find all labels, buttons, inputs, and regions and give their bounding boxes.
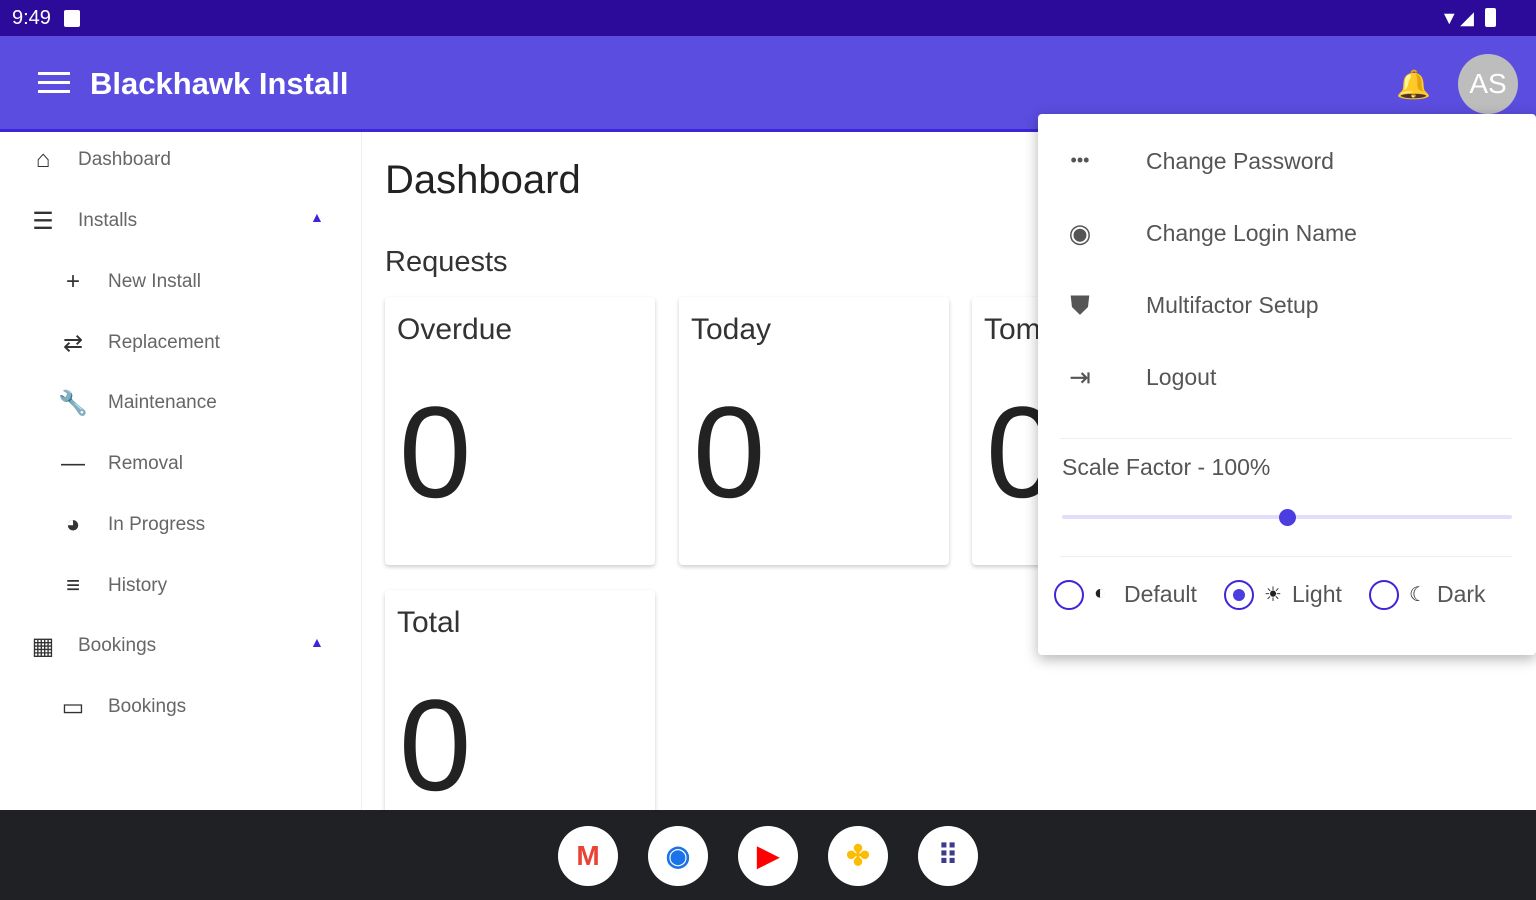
- calendar-icon: ▭: [61, 694, 85, 721]
- home-icon: ⌂: [35, 146, 51, 173]
- sidebar-item-label: New Install: [108, 271, 201, 292]
- menu-item-label: Change Password: [1146, 148, 1334, 174]
- sidebar-item-label: Replacement: [108, 332, 220, 353]
- sun-icon: ☀: [1264, 584, 1282, 606]
- scale-factor-slider[interactable]: [1062, 509, 1512, 526]
- app-bar: Blackhawk Install 🔔 AS: [0, 36, 1536, 132]
- sidebar-item-label: Dashboard: [78, 149, 171, 170]
- sidebar-item-label: In Progress: [108, 514, 206, 535]
- sidebar-item-label: Installs: [78, 210, 138, 231]
- sidebar-item-history[interactable]: ≡ History: [0, 566, 340, 606]
- radio-circle[interactable]: [1054, 580, 1084, 610]
- battery-icon: [1485, 8, 1496, 27]
- sidebar-item-bookings[interactable]: ▦ Bookings ▲: [0, 626, 340, 666]
- sidebar-item-label: Bookings: [78, 635, 157, 656]
- card-overdue[interactable]: Overdue 0: [385, 297, 655, 565]
- chevron-up-icon[interactable]: ▲: [310, 209, 324, 225]
- radio-label: Default: [1124, 581, 1197, 607]
- radio-circle[interactable]: [1224, 580, 1254, 610]
- card-value: 0: [399, 379, 472, 525]
- sidebar-item-in-progress[interactable]: ◕ In Progress: [0, 505, 340, 545]
- divider: [1060, 556, 1512, 557]
- section-title: Requests: [385, 246, 508, 278]
- sidebar-item-label: History: [108, 575, 168, 596]
- status-time: 9:49: [12, 7, 51, 29]
- sidebar-item-replacement[interactable]: ⇄ Replacement: [0, 323, 340, 363]
- card-title: Overdue: [397, 313, 513, 346]
- card-today[interactable]: Today 0: [679, 297, 949, 565]
- pie-icon: ◕: [65, 511, 81, 538]
- moon-icon: ☾: [1409, 584, 1427, 606]
- status-bar: 9:49 ▼◢: [0, 0, 1536, 36]
- main-content: Dashboard Requests Overdue 0 Today 0 Tom 0 …: [362, 132, 1536, 830]
- radio-label: Dark: [1437, 581, 1486, 607]
- sidebar-item-maintenance[interactable]: 🔧 Maintenance: [0, 383, 340, 423]
- password-icon: •••: [1070, 150, 1090, 170]
- page-title: Dashboard: [385, 158, 581, 202]
- sd-card-icon: [64, 10, 80, 27]
- sidebar: ⌂ Dashboard ☰ Installs ▲ + New Install ⇄ Replace…: [0, 132, 362, 810]
- chevron-up-icon[interactable]: ▲: [310, 634, 324, 650]
- wifi-signal-icon: ▼◢: [1440, 8, 1476, 28]
- account-circle-icon: ◉: [1068, 218, 1092, 248]
- card-title: Total: [397, 606, 461, 639]
- shield-icon: ⛊: [1070, 290, 1090, 320]
- scale-factor-label: Scale Factor - 100%: [1062, 454, 1271, 480]
- radio-label: Light: [1292, 581, 1342, 607]
- menu-item-logout[interactable]: ⇥ Logout: [1038, 348, 1536, 408]
- card-total[interactable]: Total 0: [385, 590, 655, 830]
- card-title: Today: [691, 313, 772, 346]
- photos-app-icon[interactable]: ✤: [828, 826, 888, 886]
- brightness-auto-icon: ◐: [1094, 582, 1107, 604]
- sidebar-item-dashboard[interactable]: ⌂ Dashboard: [0, 140, 340, 180]
- youtube-app-icon[interactable]: ▶: [738, 826, 798, 886]
- card-value: 0: [399, 672, 472, 818]
- taskbar-dock: M ◉ ▶ ✤ ⠿: [0, 810, 1536, 900]
- wrench-icon: 🔧: [58, 390, 88, 417]
- notifications-bell-icon[interactable]: 🔔: [1396, 69, 1431, 100]
- menu-item-change-login-name[interactable]: ◉ Change Login Name: [1038, 204, 1536, 264]
- slider-thumb[interactable]: [1279, 509, 1296, 526]
- sidebar-item-removal[interactable]: — Removal: [0, 444, 340, 484]
- radio-circle[interactable]: [1369, 580, 1399, 610]
- menu-item-label: Logout: [1146, 364, 1217, 390]
- sidebar-item-new-install[interactable]: + New Install: [0, 262, 340, 302]
- sidebar-item-label: Maintenance: [108, 392, 217, 413]
- plus-icon: +: [65, 268, 80, 295]
- menu-item-multifactor-setup[interactable]: ⛊ Multifactor Setup: [1038, 276, 1536, 336]
- gmail-app-icon[interactable]: M: [558, 826, 618, 886]
- menu-item-label: Multifactor Setup: [1146, 292, 1319, 318]
- user-menu: ••• Change Password ◉ Change Login Name ⛊ M…: [1038, 114, 1536, 655]
- chrome-app-icon[interactable]: ◉: [648, 826, 708, 886]
- sidebar-item-installs[interactable]: ☰ Installs ▲: [0, 201, 340, 241]
- divider: [1060, 438, 1512, 439]
- sidebar-item-label: Bookings: [108, 696, 187, 717]
- history-list-icon: ≡: [65, 572, 80, 599]
- menu-item-label: Change Login Name: [1146, 220, 1357, 246]
- avatar[interactable]: AS: [1458, 54, 1518, 114]
- sidebar-item-label: Removal: [108, 453, 183, 474]
- logout-icon: ⇥: [1069, 362, 1091, 392]
- menu-item-change-password[interactable]: ••• Change Password: [1038, 132, 1536, 192]
- minus-icon: —: [61, 450, 85, 477]
- card-title: Tom: [984, 313, 1041, 346]
- calendar-icon: ▦: [31, 633, 55, 660]
- card-value: 0: [693, 379, 766, 525]
- swap-icon: ⇄: [62, 330, 84, 357]
- sidebar-item-bookings[interactable]: ▭ Bookings: [0, 687, 340, 727]
- app-drawer-app-icon[interactable]: ⠿: [918, 826, 978, 886]
- menu-icon[interactable]: [38, 72, 70, 94]
- app-title: Blackhawk Install: [90, 66, 349, 101]
- checklist-icon: ☰: [32, 208, 54, 235]
